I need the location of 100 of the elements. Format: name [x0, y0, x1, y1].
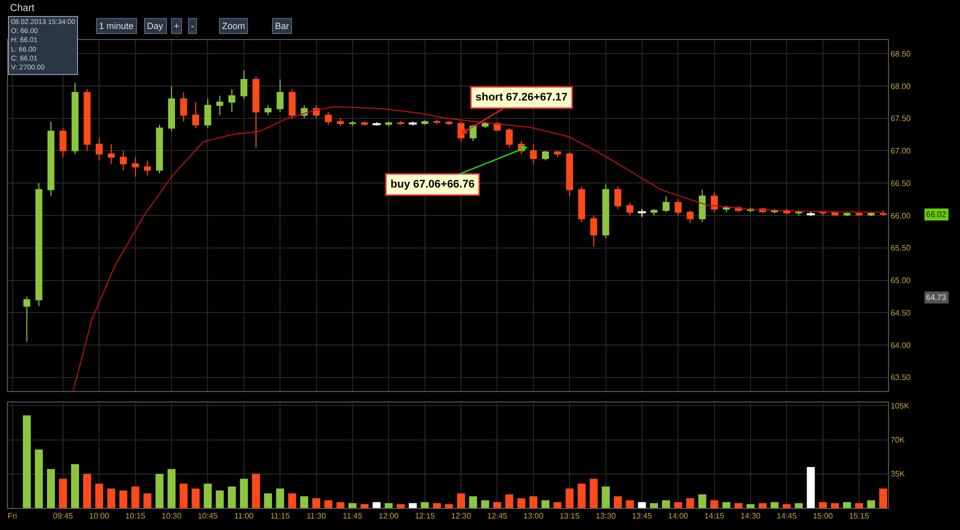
x-tick-label: 10:30 — [162, 512, 182, 521]
candlestick — [880, 210, 887, 216]
candlestick — [686, 210, 694, 224]
candlestick — [530, 144, 537, 164]
candlestick — [421, 120, 428, 126]
x-tick-label: 13:30 — [596, 512, 616, 521]
bar — [216, 490, 224, 508]
bar — [493, 502, 502, 508]
bar — [818, 502, 827, 508]
text: - — [191, 21, 194, 31]
y-tick-label: 67.50 — [890, 114, 912, 124]
text: + — [174, 21, 180, 31]
candlestick — [566, 152, 574, 197]
candlestick — [108, 144, 115, 164]
bar — [192, 488, 200, 508]
candlestick — [662, 196, 670, 213]
bar — [879, 488, 888, 508]
candlestick — [336, 118, 344, 127]
x-tick-label: 10:45 — [198, 512, 218, 521]
y-tick-label: 65.00 — [890, 276, 912, 286]
x-tick-label: 11:00 — [234, 512, 254, 521]
bar — [710, 500, 718, 508]
y-tick-label: 68.50 — [890, 49, 912, 58]
x-tick-label: 11:45 — [342, 512, 363, 521]
y-tick-label: 105K — [890, 401, 910, 410]
text: Bar — [275, 21, 290, 31]
candlestick — [204, 98, 212, 129]
x-tick-label: 11:15 — [270, 512, 290, 521]
bar — [686, 498, 694, 508]
bar — [770, 502, 779, 508]
bar — [180, 484, 188, 508]
bar — [650, 503, 658, 508]
text: 66.02 — [926, 210, 947, 219]
candlestick — [590, 215, 598, 248]
x-tick-label: 12:15 — [414, 512, 436, 521]
x-tick-label: 11:30 — [306, 512, 327, 521]
y-tick-label: 35K — [890, 470, 906, 479]
x-tick-label: 12:45 — [487, 512, 508, 521]
bar — [324, 500, 332, 508]
bar — [348, 503, 356, 508]
text: 64.73 — [926, 293, 947, 302]
bar — [578, 484, 586, 508]
candlestick — [506, 128, 513, 148]
candlestick — [578, 186, 586, 222]
candlestick — [23, 296, 30, 342]
bar — [336, 502, 344, 508]
bar — [131, 486, 140, 508]
candlestick — [96, 137, 103, 161]
bar — [107, 488, 116, 508]
y-tick-label: 66.50 — [890, 178, 912, 188]
bar — [626, 500, 634, 508]
bar — [372, 502, 381, 508]
bar — [855, 503, 864, 508]
text: 1 minute — [99, 21, 134, 31]
x-tick-label: 13:45 — [632, 512, 653, 521]
candlestick — [868, 212, 875, 217]
x-tick-label: 15:15 — [849, 512, 870, 521]
candlestick — [288, 88, 296, 119]
candlestick — [614, 186, 622, 210]
candlestick — [35, 182, 42, 307]
bar — [517, 498, 526, 508]
candlestick — [144, 160, 151, 176]
y-tick-label: 68.00 — [890, 82, 912, 91]
bar — [602, 486, 610, 508]
y-tick-label: 65.50 — [890, 244, 912, 253]
candlestick — [47, 121, 54, 197]
x-tick-label: 14:30 — [740, 512, 762, 521]
bar — [830, 503, 839, 508]
bar — [674, 502, 682, 508]
bar — [360, 504, 369, 508]
candlestick — [698, 189, 706, 222]
candlestick — [72, 82, 79, 154]
x-tick-label: 09:45 — [52, 512, 74, 521]
candlestick — [674, 198, 682, 216]
line-series — [72, 106, 882, 391]
bar — [614, 496, 622, 508]
bar — [590, 478, 598, 508]
chart-title: Chart — [10, 3, 35, 14]
bar — [566, 488, 574, 508]
x-tick-label: 13:00 — [523, 512, 544, 521]
bar — [541, 500, 550, 508]
bar — [119, 490, 128, 508]
candlestick — [240, 70, 248, 100]
bar — [252, 474, 260, 508]
bar — [794, 503, 803, 508]
annotation: short 67.26+67.17 — [476, 92, 568, 104]
bar — [408, 503, 417, 508]
bar — [554, 502, 562, 508]
bar — [746, 504, 754, 508]
candlestick — [831, 211, 838, 216]
candlestick — [192, 102, 200, 129]
bar — [288, 493, 296, 508]
bar — [432, 503, 441, 508]
candlestick — [470, 124, 477, 142]
x-tick-label: 12:00 — [378, 512, 400, 521]
bar — [481, 500, 490, 508]
bar — [228, 486, 236, 508]
candlestick — [554, 150, 561, 158]
candlestick — [252, 76, 260, 148]
candlestick — [264, 104, 272, 116]
